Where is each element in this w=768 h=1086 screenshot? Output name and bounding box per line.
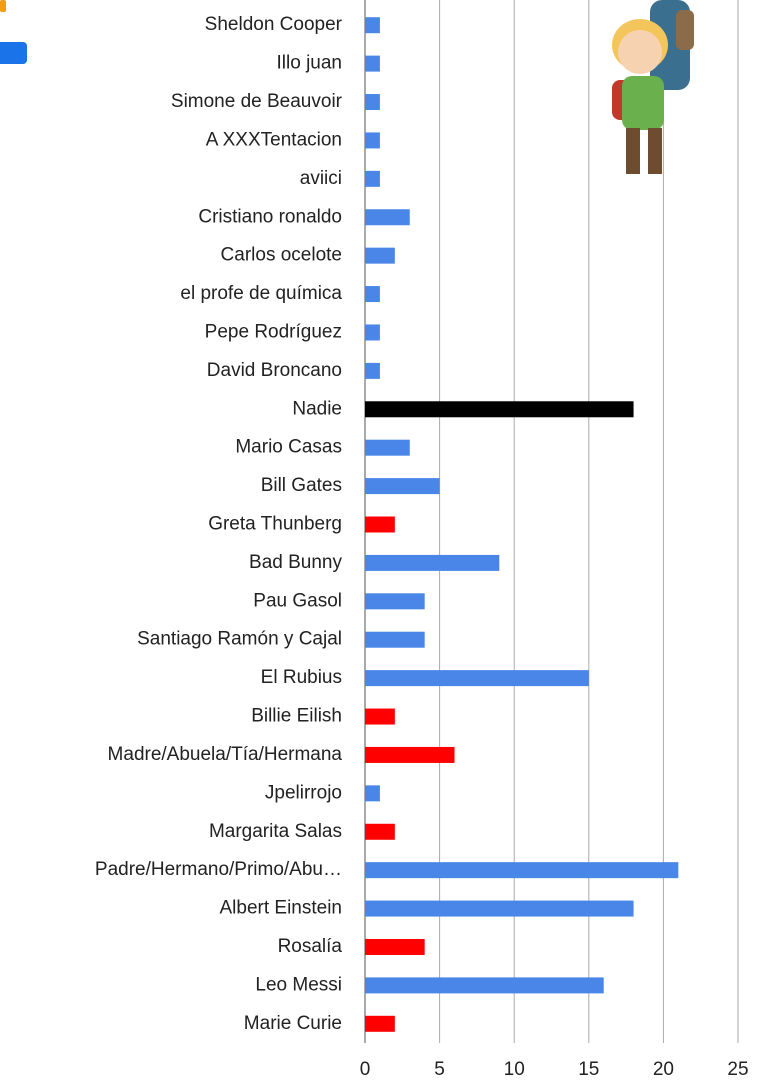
bar [365,439,410,456]
bar [365,938,425,955]
x-tick-label: 10 [504,1059,525,1080]
y-tick-label: Billie Eilish [251,706,342,727]
grid [364,0,739,1043]
bar [365,94,380,111]
legend-fragment [0,42,27,64]
y-tick-label: Bill Gates [261,475,342,496]
bar [365,900,634,917]
y-tick-label: Pau Gasol [253,590,342,611]
x-tick-label: 15 [578,1059,599,1080]
y-tick-label: Marie Curie [244,1013,342,1034]
bar [365,516,395,533]
y-tick-label: Simone de Beauvoir [171,91,343,112]
bar [365,401,634,418]
bar [365,977,604,994]
bar [365,862,679,879]
y-tick-label: Madre/Abuela/Tía/Hermana [108,744,343,765]
y-tick-label: Sheldon Cooper [205,14,343,35]
y-tick-label: Leo Messi [255,974,342,995]
bar [365,670,589,687]
illustration [612,0,694,174]
y-tick-label: Margarita Salas [209,821,342,842]
y-tick-label: Santiago Ramón y Cajal [137,629,342,650]
bar [365,631,425,648]
bar [365,708,395,725]
bar [365,554,500,571]
bar [365,746,455,763]
y-tick-label: Albert Einstein [219,898,342,919]
x-tick-label: 5 [434,1059,445,1080]
bar [365,286,380,303]
y-tick-label: Pepe Rodríguez [205,321,342,342]
y-tick-label: Greta Thunberg [208,514,342,535]
bar [365,17,380,34]
bar [365,1015,395,1032]
y-tick-label: Mario Casas [235,437,342,458]
bar [365,785,380,802]
y-tick-label: Illo juan [277,53,343,74]
bar [365,324,380,341]
bar [365,132,380,149]
bar [365,55,380,72]
y-tick-label: El Rubius [261,667,342,688]
bar [365,247,395,264]
legend-fragment [0,0,6,12]
bar [365,593,425,610]
y-tick-label: David Broncano [207,360,342,381]
y-tick-label: Padre/Hermano/Primo/Abu… [95,859,342,880]
y-tick-label: el profe de química [180,283,342,304]
x-tick-label: 20 [653,1059,674,1080]
y-tick-label: Cristiano ronaldo [198,206,342,227]
bar [365,170,380,187]
y-tick-label: Carlos ocelote [221,245,342,266]
bar [365,362,380,379]
y-tick-label: Jpelirrojo [265,782,342,803]
bar [365,209,410,226]
y-tick-label: Rosalía [278,936,343,957]
y-tick-label: aviici [300,168,342,189]
bar [365,823,395,840]
x-tick-label: 0 [360,1059,371,1080]
y-tick-label: Nadie [292,398,342,419]
y-tick-label: Bad Bunny [249,552,342,573]
bar [365,478,440,495]
x-tick-label: 25 [727,1059,748,1080]
y-tick-label: A XXXTentacion [206,129,342,150]
